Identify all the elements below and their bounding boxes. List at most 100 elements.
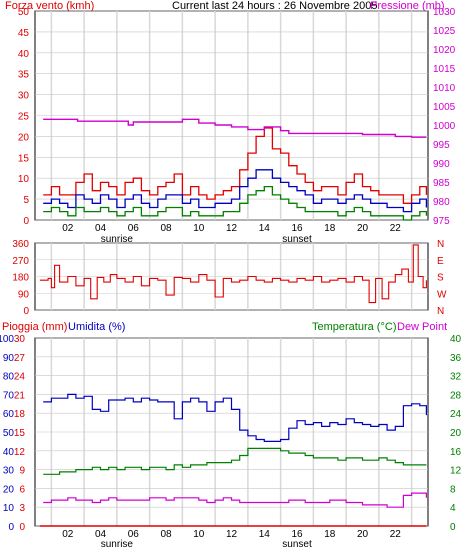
weather-x-tick-label: 08 bbox=[160, 529, 172, 540]
wind-axis-tick-label: 40 bbox=[18, 49, 30, 60]
weather-x-tick-label: 10 bbox=[193, 529, 205, 540]
rain-axis-tick-label: 3 bbox=[19, 503, 25, 514]
rain-axis-tick-label: 9 bbox=[19, 466, 25, 477]
temperature-axis-tick-label: 16 bbox=[450, 447, 462, 458]
direction-axis-tick-label: 90 bbox=[18, 289, 30, 300]
wind-x-tick-label: 20 bbox=[357, 223, 369, 234]
humidity-axis-tick-label: 20 bbox=[3, 484, 15, 495]
rain-title: Pioggia (mm) bbox=[2, 321, 68, 333]
humidity-axis-tick-label: 50 bbox=[3, 428, 15, 439]
temperature-axis-tick-label: 20 bbox=[450, 428, 462, 439]
pressure-line bbox=[43, 118, 427, 138]
humidity-axis-tick-label: 70 bbox=[3, 390, 15, 401]
wind-x-tick-label: 18 bbox=[324, 223, 336, 234]
humidity-axis-tick-label: 100 bbox=[0, 334, 14, 345]
humidity-line bbox=[43, 393, 427, 442]
wind-axis-tick-label: 25 bbox=[18, 112, 30, 123]
wind-x-tick-label: 04 bbox=[95, 223, 107, 234]
humidity-axis-tick-label: 40 bbox=[3, 447, 15, 458]
humidity-axis-tick-label: 60 bbox=[3, 409, 15, 420]
weather-x-tick-label: 04 bbox=[95, 529, 107, 540]
temperature-axis-tick-label: 40 bbox=[450, 334, 462, 345]
wind-axis-tick-label: 0 bbox=[23, 216, 29, 227]
humidity-axis-tick-label: 90 bbox=[3, 353, 15, 364]
pressure-axis-tick-label: 1010 bbox=[433, 83, 456, 94]
compass-axis-tick-label: W bbox=[437, 289, 447, 300]
pressure-axis-tick-label: 995 bbox=[433, 140, 450, 151]
rain-axis-tick-label: 15 bbox=[14, 428, 26, 439]
temperature-axis-tick-label: 36 bbox=[450, 353, 462, 364]
rain-axis-tick-label: 18 bbox=[14, 409, 26, 420]
compass-axis-tick-label: E bbox=[437, 256, 444, 267]
temperature-axis-tick-label: 32 bbox=[450, 372, 462, 383]
pressure-axis-tick-label: 1015 bbox=[433, 64, 456, 75]
pressure-axis-tick-label: 1020 bbox=[433, 45, 456, 56]
compass-axis-tick-label: N bbox=[437, 306, 444, 317]
weather-x-tick-label: 14 bbox=[259, 529, 271, 540]
wind-axis-tick-label: 45 bbox=[18, 28, 30, 39]
current-period-title: Current last 24 hours : 26 Novembre 2005 bbox=[172, 0, 378, 12]
sunset-label: sunset bbox=[282, 539, 312, 550]
wind-axis-tick-label: 20 bbox=[18, 132, 30, 143]
temperature-axis-tick-label: 8 bbox=[450, 484, 456, 495]
direction-axis-tick-label: 180 bbox=[12, 273, 29, 284]
direction-axis-tick-label: 270 bbox=[12, 256, 29, 267]
wind-axis-tick-label: 10 bbox=[18, 174, 30, 185]
wind-speed-title: Forza vento (kmh) bbox=[5, 0, 95, 12]
weather-x-tick-label: 20 bbox=[357, 529, 369, 540]
wind-x-tick-label: 02 bbox=[62, 223, 74, 234]
pressure-title: Pressione (mb) bbox=[370, 0, 445, 12]
wind-gust-line bbox=[43, 127, 428, 204]
humidity-title: Umidita (%) bbox=[68, 321, 126, 333]
humidity-axis-tick-label: 80 bbox=[3, 372, 15, 383]
rain-axis-tick-label: 0 bbox=[19, 522, 25, 533]
pressure-axis-tick-label: 1030 bbox=[433, 7, 456, 18]
wind-axis-tick-label: 15 bbox=[18, 153, 30, 164]
wind-x-tick-label: 14 bbox=[259, 223, 271, 234]
dewpoint-title: Dew Point bbox=[397, 321, 448, 333]
pressure-axis-tick-label: 1005 bbox=[433, 102, 456, 113]
pressure-axis-tick-label: 975 bbox=[433, 216, 450, 227]
wind-direction-line bbox=[39, 244, 427, 304]
pressure-axis-tick-label: 980 bbox=[433, 197, 450, 208]
rain-axis-tick-label: 27 bbox=[14, 353, 26, 364]
direction-axis-tick-label: 360 bbox=[12, 239, 29, 250]
sunrise-label: sunrise bbox=[101, 539, 134, 550]
wind-average-line bbox=[43, 169, 428, 213]
rain-axis-tick-label: 30 bbox=[14, 334, 26, 345]
humidity-axis-tick-label: 0 bbox=[8, 522, 14, 533]
weather-x-tick-label: 12 bbox=[226, 529, 238, 540]
pressure-axis-tick-label: 1000 bbox=[433, 121, 456, 132]
rain-axis-tick-label: 24 bbox=[14, 372, 26, 383]
temperature-title: Temperatura (°C) bbox=[312, 321, 397, 333]
sunset-label: sunset bbox=[282, 234, 312, 245]
temperature-line bbox=[43, 447, 427, 475]
weather-x-tick-label: 16 bbox=[291, 529, 303, 540]
wind-x-tick-label: 08 bbox=[160, 223, 172, 234]
temperature-axis-tick-label: 28 bbox=[450, 390, 462, 401]
wind-x-tick-label: 16 bbox=[291, 223, 303, 234]
weather-x-tick-label: 06 bbox=[128, 529, 140, 540]
humidity-axis-tick-label: 30 bbox=[3, 466, 15, 477]
wind-minimum-line bbox=[43, 185, 428, 221]
wind-axis-tick-label: 50 bbox=[18, 7, 30, 18]
pressure-axis-tick-label: 990 bbox=[433, 159, 450, 170]
weather-x-tick-label: 18 bbox=[324, 529, 336, 540]
compass-axis-tick-label: S bbox=[437, 273, 444, 284]
rain-axis-tick-label: 6 bbox=[19, 484, 25, 495]
weather-x-tick-label: 22 bbox=[390, 529, 402, 540]
wind-axis-tick-label: 30 bbox=[18, 91, 30, 102]
rain-axis-tick-label: 12 bbox=[14, 447, 26, 458]
dewpoint-line bbox=[43, 492, 427, 508]
humidity-axis-tick-label: 10 bbox=[3, 503, 15, 514]
temperature-axis-tick-label: 0 bbox=[450, 522, 456, 533]
wind-x-tick-label: 12 bbox=[226, 223, 238, 234]
temperature-axis-tick-label: 12 bbox=[450, 466, 462, 477]
wind-x-tick-label: 06 bbox=[128, 223, 140, 234]
weather-x-tick-label: 02 bbox=[62, 529, 74, 540]
sunrise-label: sunrise bbox=[101, 234, 134, 245]
rain-axis-tick-label: 21 bbox=[14, 390, 26, 401]
temperature-axis-tick-label: 4 bbox=[450, 503, 456, 514]
